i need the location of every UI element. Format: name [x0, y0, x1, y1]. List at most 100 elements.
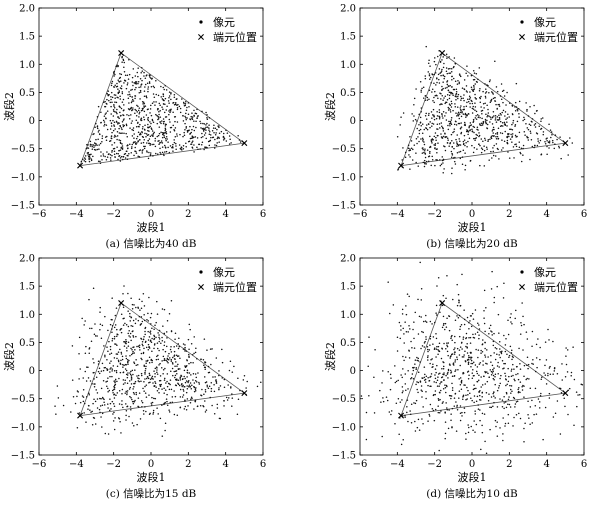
pixel-point: [467, 363, 470, 365]
pixel-point: [135, 152, 138, 154]
pixel-point: [444, 87, 447, 89]
pixel-point: [130, 114, 132, 116]
pixel-point: [488, 91, 490, 94]
pixel-point: [429, 344, 431, 346]
pixel-point: [119, 72, 121, 75]
pixel-point: [533, 413, 535, 416]
pixel-point: [367, 365, 369, 368]
pixel-point: [221, 348, 223, 351]
pixel-point: [534, 122, 537, 125]
pixel-point: [446, 142, 449, 144]
pixel-point: [481, 412, 484, 415]
pixel-point: [435, 139, 437, 142]
pixel-point: [174, 127, 177, 129]
pixel-point: [470, 362, 472, 365]
pixel-point: [145, 135, 147, 138]
pixel-point: [469, 320, 471, 322]
pixel-point: [111, 80, 114, 83]
pixel-point: [464, 113, 466, 116]
pixel-point: [463, 309, 465, 311]
pixel-point: [514, 125, 516, 127]
pixel-points: [396, 45, 574, 175]
pixel-point: [436, 123, 439, 126]
pixel-point: [95, 376, 98, 378]
pixel-point: [231, 371, 234, 373]
pixel-point: [115, 369, 118, 372]
pixel-point: [141, 343, 144, 345]
pixel-point: [158, 338, 161, 340]
pixel-point: [427, 376, 429, 379]
pixel-point: [113, 75, 115, 77]
pixel-point: [90, 159, 93, 162]
pixel-point: [495, 86, 498, 88]
pixel-point: [536, 144, 539, 147]
pixel-point: [431, 158, 434, 161]
pixel-point: [426, 348, 429, 351]
pixel-point: [202, 122, 204, 125]
pixel-point: [461, 163, 464, 165]
pixel-point: [206, 349, 208, 351]
pixel-point: [147, 88, 149, 90]
pixel-point: [160, 85, 162, 88]
x-tick-label: 0: [469, 459, 475, 470]
pixel-point: [155, 79, 157, 82]
pixel-point: [129, 386, 131, 389]
pixel-point: [125, 355, 127, 357]
pixel-point: [112, 420, 115, 422]
pixel-point: [181, 98, 183, 100]
pixel-point: [424, 320, 427, 322]
pixel-point: [168, 110, 170, 112]
pixel-point: [154, 145, 157, 148]
pixel-point: [526, 364, 528, 366]
pixel-point: [91, 383, 93, 385]
pixel-point: [487, 139, 490, 141]
pixel-point: [492, 132, 494, 134]
pixel-point: [174, 103, 177, 106]
pixel-point: [132, 336, 135, 338]
pixel-point: [188, 356, 190, 359]
pixel-point: [143, 102, 146, 105]
pixel-point: [408, 154, 410, 156]
pixel-point: [465, 398, 467, 401]
pixel-point: [442, 315, 445, 318]
pixel-point: [132, 402, 135, 405]
pixel-point: [549, 365, 551, 368]
pixel-point: [121, 132, 123, 134]
pixel-point: [437, 353, 439, 355]
pixel-point: [120, 359, 122, 362]
pixel-point: [115, 353, 118, 355]
pixel-point: [109, 140, 112, 142]
pixel-point: [147, 123, 149, 126]
pixel-point: [97, 363, 100, 365]
pixel-point: [192, 379, 194, 381]
pixel-point: [421, 87, 423, 90]
pixel-point: [174, 395, 177, 398]
endmember-x-stroke: [118, 300, 125, 307]
pixel-point: [166, 385, 169, 388]
pixel-point: [492, 374, 495, 377]
pixel-point: [189, 118, 191, 120]
pixel-point: [129, 315, 131, 318]
pixel-point: [444, 411, 446, 413]
pixel-point: [425, 127, 427, 129]
pixel-point: [117, 91, 120, 94]
pixel-point: [480, 95, 482, 98]
pixel-point: [437, 399, 440, 401]
pixel-point: [544, 140, 546, 143]
pixel-point: [150, 323, 152, 325]
pixel-point: [403, 333, 405, 335]
pixel-point: [446, 408, 449, 411]
pixel-point: [452, 66, 455, 69]
pixel-point: [470, 74, 473, 77]
pixel-point: [136, 135, 139, 138]
pixel-point: [223, 386, 226, 389]
pixel-point: [116, 131, 119, 133]
pixel-point: [425, 118, 428, 120]
pixel-point: [522, 349, 524, 351]
pixel-point: [466, 398, 468, 400]
pixel-point: [164, 377, 166, 380]
pixel-point: [84, 402, 86, 405]
pixel-point: [494, 60, 496, 63]
pixel-point: [427, 114, 430, 117]
pixel-point: [408, 324, 410, 327]
